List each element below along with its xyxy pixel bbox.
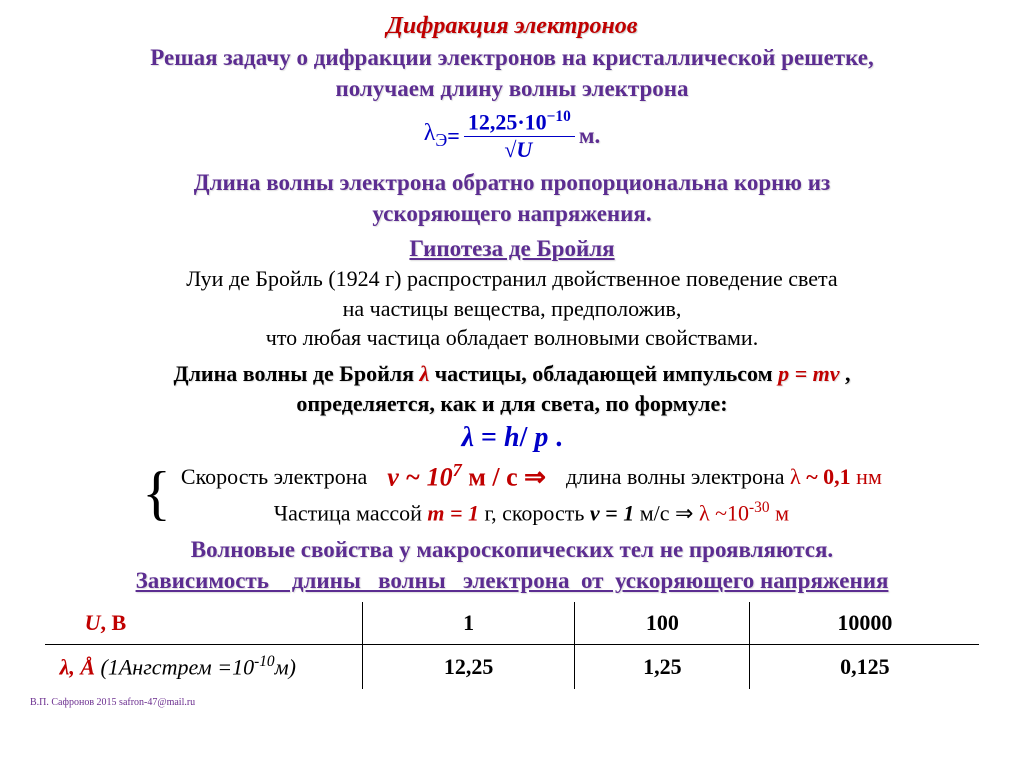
page-title: Дифракция электронов	[20, 10, 1004, 42]
table-heading: Зависимость длины волны электрона от уск…	[20, 565, 1004, 596]
formula-wavelength: λЭ = 12,25·10−10 √U м.	[20, 108, 1004, 162]
table-row: λ, Å (1Ангстрем =10-10м) 12,25 1,25 0,12…	[45, 645, 980, 689]
brace-icon: {	[142, 466, 171, 520]
voltage-table: U, В 1 100 10000 λ, Å (1Ангстрем =10-10м…	[20, 602, 1004, 688]
footer-credit: В.П. Сафронов 2015 safron-47@mail.ru	[20, 697, 1004, 708]
debroglie-bold-2: определяется, как и для света, по формул…	[20, 389, 1004, 419]
debroglie-text-2: на частицы вещества, предположив,	[20, 294, 1004, 324]
debroglie-heading: Гипотеза де Бройля	[20, 233, 1004, 264]
examples-block: { Скорость электрона v ~ 107 м / с ⇒ дли…	[20, 460, 1004, 526]
intro-line-3: Длина волны электрона обратно пропорцион…	[20, 167, 1004, 198]
table-row: U, В 1 100 10000	[45, 602, 980, 645]
intro-line-2: получаем длину волны электрона	[20, 73, 1004, 104]
debroglie-text-1: Луи де Бройль (1924 г) распространил дво…	[20, 264, 1004, 294]
debroglie-bold-1: Длина волны де Бройля λ частицы, обладаю…	[20, 359, 1004, 389]
fraction: 12,25·10−10 √U	[464, 108, 575, 162]
lambda-symbol: λЭ	[424, 120, 448, 151]
formula-unit: м.	[579, 123, 600, 149]
equals-sign: =	[447, 123, 460, 149]
intro-line-4: ускоряющего напряжения.	[20, 198, 1004, 229]
intro-line-1: Решая задачу о дифракции электронов на к…	[20, 42, 1004, 73]
macro-statement: Волновые свойства у макроскопических тел…	[20, 534, 1004, 565]
speed-value: v ~ 107 м / с ⇒	[387, 460, 546, 493]
wavelength-result: длина волны электрона λ ~ 0,1 нм	[566, 464, 882, 490]
particle-example: Частица массой m = 1 г, скорость v = 1 м…	[181, 499, 882, 526]
speed-label: Скорость электрона	[181, 464, 367, 490]
formula-debroglie: λ = h/ p .	[20, 422, 1004, 454]
debroglie-text-3: что любая частица обладает волновыми сво…	[20, 323, 1004, 353]
